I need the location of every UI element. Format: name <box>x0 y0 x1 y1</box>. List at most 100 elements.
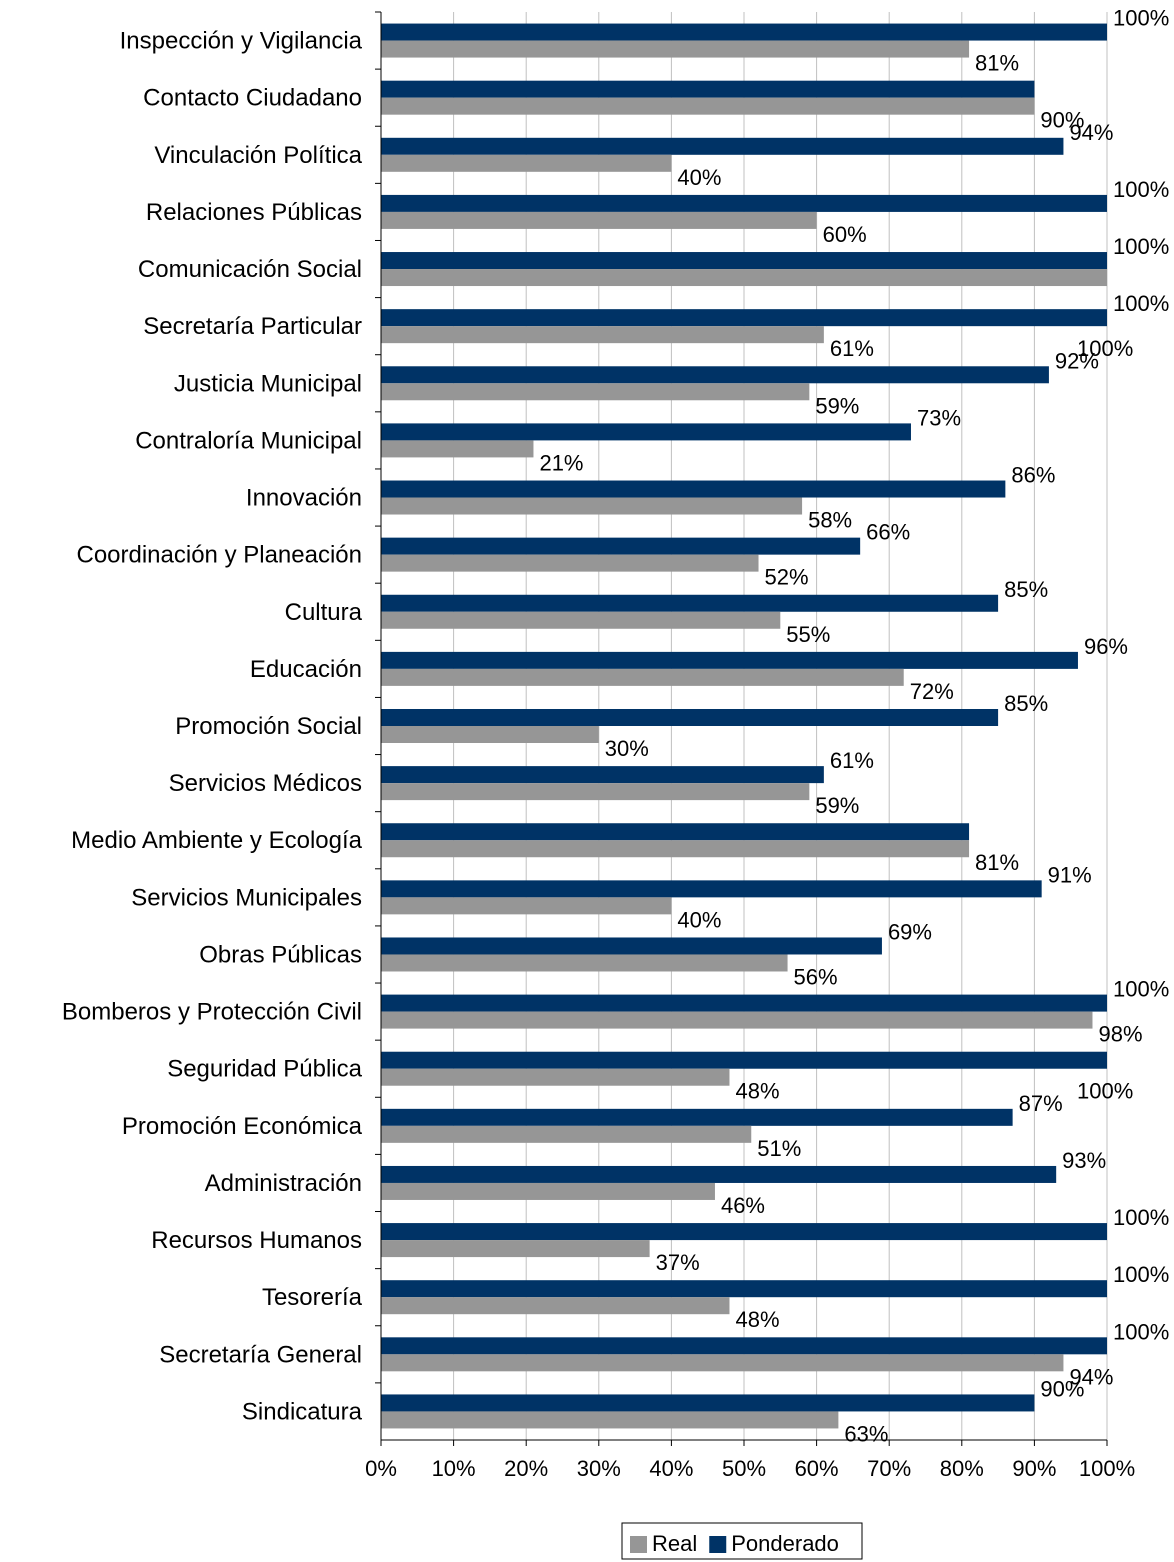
category-label: Cultura <box>285 599 363 626</box>
data-label-real: 61% <box>830 336 874 361</box>
x-tick-label: 90% <box>1012 1456 1056 1481</box>
data-label-real: 56% <box>794 964 838 989</box>
x-tick-label: 100% <box>1079 1456 1135 1481</box>
bar-real <box>381 897 672 915</box>
data-label-extra: 100% <box>1077 336 1133 361</box>
data-label-real: 63% <box>844 1421 888 1446</box>
data-label-real: 81% <box>975 850 1019 875</box>
data-label-ponderado: 96% <box>1084 634 1128 659</box>
bar-ponderado <box>381 994 1107 1012</box>
x-tick-label: 10% <box>432 1456 476 1481</box>
data-label-real: 60% <box>823 222 867 247</box>
data-label-real: 21% <box>539 450 583 475</box>
bar-real <box>381 1240 650 1258</box>
bar-real <box>381 1354 1064 1372</box>
bar-real <box>381 1125 752 1143</box>
bar-real <box>381 269 1107 287</box>
category-label: Promoción Económica <box>122 1113 363 1140</box>
data-label-ponderado: 66% <box>866 520 910 545</box>
x-tick-label: 40% <box>649 1456 693 1481</box>
category-label: Inspección y Vigilancia <box>120 28 363 55</box>
category-label: Administración <box>205 1170 362 1197</box>
category-label: Bomberos y Protección Civil <box>62 999 362 1026</box>
legend-label: Ponderado <box>731 1531 839 1556</box>
category-label: Contacto Ciudadano <box>143 85 362 112</box>
bar-real <box>381 1068 730 1086</box>
data-label-ponderado: 92% <box>1055 348 1099 373</box>
bar-ponderado <box>381 309 1107 327</box>
data-label-ponderado: 100% <box>1113 291 1169 316</box>
bar-real <box>381 383 810 401</box>
bar-real <box>381 954 788 972</box>
data-label-real: 72% <box>910 679 954 704</box>
data-label-real: 40% <box>677 165 721 190</box>
data-label-ponderado: 90% <box>1040 1376 1084 1401</box>
bar-real <box>381 783 810 801</box>
data-label-real: 94% <box>1069 1364 1113 1389</box>
legend-box <box>621 1522 863 1560</box>
category-label: Educación <box>250 656 362 683</box>
category-label: Contraloría Municipal <box>135 427 362 454</box>
bar-ponderado <box>381 651 1078 669</box>
bar-real <box>381 1011 1093 1029</box>
category-label: Innovación <box>246 485 362 512</box>
bar-ponderado <box>381 537 861 555</box>
bar-real <box>381 1182 715 1200</box>
data-label-ponderado: 86% <box>1011 463 1055 488</box>
data-label-real: 40% <box>677 907 721 932</box>
category-label: Seguridad Pública <box>167 1056 362 1083</box>
data-label-ponderado: 73% <box>917 405 961 430</box>
data-label-ponderado: 85% <box>1004 577 1048 602</box>
data-label-ponderado: 100% <box>1113 977 1169 1002</box>
bar-real <box>381 726 599 743</box>
data-label-ponderado: 100% <box>1113 1319 1169 1344</box>
bar-ponderado <box>381 137 1064 155</box>
axes <box>375 11 1108 1446</box>
bar-ponderado <box>381 1394 1035 1412</box>
bar-real <box>381 1297 730 1315</box>
data-label-real: 59% <box>815 793 859 818</box>
bar-ponderado <box>381 709 999 726</box>
category-label: Secretaría Particular <box>143 313 362 340</box>
bar-real <box>381 497 803 515</box>
data-label-ponderado: 100% <box>1113 1205 1169 1230</box>
category-label: Comunicación Social <box>138 256 362 283</box>
bar-ponderado <box>381 937 882 955</box>
bar-real <box>381 840 970 858</box>
bar-real <box>381 668 904 686</box>
data-label-real: 48% <box>735 1307 779 1332</box>
data-label-ponderado: 100% <box>1113 177 1169 202</box>
bar-real <box>381 611 781 629</box>
category-label: Tesorería <box>262 1284 363 1311</box>
data-label-ponderado: 87% <box>1019 1091 1063 1116</box>
bar-real <box>381 326 824 344</box>
category-label: Servicios Médicos <box>169 770 362 797</box>
data-label-ponderado: 93% <box>1062 1148 1106 1173</box>
data-label-ponderado: 69% <box>888 919 932 944</box>
data-labels: 100%81%90%94%40% 100%60% 100%100%61% 92%59%… <box>539 6 1169 1447</box>
data-label-real: 98% <box>1098 1022 1142 1047</box>
category-label: Sindicatura <box>242 1398 363 1425</box>
data-label-real: 90% <box>1040 108 1084 133</box>
bar-real <box>381 40 970 58</box>
bar-ponderado <box>381 880 1042 898</box>
category-label: Vinculación Política <box>154 142 362 169</box>
data-label-real: 46% <box>721 1193 765 1218</box>
bar-ponderado <box>381 80 1035 98</box>
data-label-ponderado: 100% <box>1113 6 1169 31</box>
bar-real <box>381 97 1035 115</box>
bar-ponderado <box>381 480 1006 498</box>
data-label-ponderado: 85% <box>1004 691 1048 716</box>
x-tick-labels: 0% 10% 20% 30% 40% 50% 60% 70% 80% 90% 100% <box>365 1456 1135 1481</box>
category-label: Servicios Municipales <box>131 884 362 911</box>
data-label-real: 81% <box>975 51 1019 76</box>
bars <box>381 23 1107 1429</box>
data-label-real: 51% <box>757 1136 801 1161</box>
data-label-real: 52% <box>765 565 809 590</box>
data-label-real: 59% <box>815 393 859 418</box>
x-tick-label: 50% <box>722 1456 766 1481</box>
data-label-ponderado: 61% <box>830 748 874 773</box>
bar-ponderado <box>381 1108 1013 1126</box>
bar-ponderado <box>381 1280 1107 1298</box>
